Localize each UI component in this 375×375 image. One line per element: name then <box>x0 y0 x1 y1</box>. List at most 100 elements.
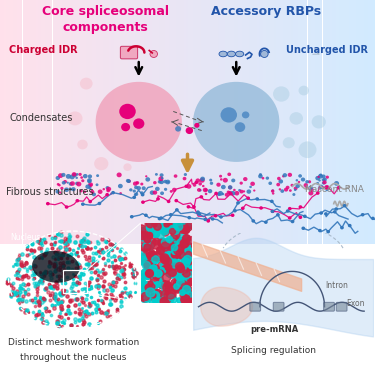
Point <box>113 279 119 285</box>
Circle shape <box>61 173 66 177</box>
Point <box>58 323 64 329</box>
Point <box>166 236 172 242</box>
Point <box>24 243 30 249</box>
Point <box>34 311 40 317</box>
Point <box>16 255 22 261</box>
Circle shape <box>239 190 244 194</box>
Point <box>43 285 49 291</box>
Point <box>179 252 185 258</box>
Circle shape <box>127 179 131 183</box>
Point <box>80 271 86 277</box>
Point <box>103 239 109 245</box>
Point <box>36 237 42 243</box>
Point <box>91 262 97 268</box>
Point <box>152 291 157 297</box>
Bar <box>272 0 274 244</box>
Circle shape <box>233 209 237 213</box>
Point <box>90 310 96 316</box>
Point <box>108 246 114 252</box>
Text: Charged IDR: Charged IDR <box>9 45 78 56</box>
Circle shape <box>233 189 236 191</box>
Point <box>52 249 58 255</box>
Circle shape <box>58 184 61 186</box>
Point <box>86 254 92 260</box>
Point <box>165 292 171 298</box>
Circle shape <box>249 186 252 188</box>
Point <box>21 262 27 268</box>
Point <box>81 239 87 245</box>
Point <box>68 297 74 303</box>
Point <box>32 283 38 289</box>
Point <box>73 251 79 257</box>
Point <box>57 238 63 244</box>
Point <box>139 273 145 279</box>
Circle shape <box>259 206 263 210</box>
Circle shape <box>286 209 290 213</box>
Point <box>36 245 42 251</box>
Circle shape <box>202 185 204 187</box>
Point <box>158 262 164 268</box>
Circle shape <box>242 111 249 118</box>
Bar <box>225 0 227 244</box>
Circle shape <box>209 178 212 182</box>
Point <box>81 285 87 291</box>
Point <box>183 236 189 242</box>
Point <box>100 278 106 284</box>
Point <box>56 322 62 328</box>
Circle shape <box>303 214 307 218</box>
Circle shape <box>60 187 63 190</box>
Point <box>73 265 79 271</box>
Point <box>18 273 24 279</box>
Point <box>173 257 179 263</box>
Point <box>163 274 169 280</box>
Point <box>39 312 45 318</box>
Point <box>30 268 36 274</box>
Point <box>173 220 179 226</box>
Point <box>49 271 55 277</box>
Circle shape <box>175 126 181 132</box>
Point <box>42 251 48 257</box>
Point <box>178 220 184 226</box>
Point <box>80 249 86 255</box>
Point <box>32 262 38 268</box>
Circle shape <box>136 182 138 184</box>
Circle shape <box>226 190 230 194</box>
Point <box>52 268 58 274</box>
Point <box>166 260 172 266</box>
Point <box>90 255 96 261</box>
Point <box>78 270 84 276</box>
Point <box>150 270 156 276</box>
Point <box>150 271 156 277</box>
Circle shape <box>316 191 320 195</box>
Bar <box>131 0 133 244</box>
Circle shape <box>81 202 85 206</box>
Point <box>94 277 100 283</box>
Bar <box>182 0 184 244</box>
Circle shape <box>184 184 188 188</box>
Bar <box>135 0 137 244</box>
Bar <box>112 0 114 244</box>
Circle shape <box>119 104 136 119</box>
Bar <box>53 0 54 244</box>
Bar <box>352 0 354 244</box>
Point <box>114 244 120 250</box>
Circle shape <box>188 216 191 219</box>
Point <box>13 261 20 267</box>
Circle shape <box>292 193 296 196</box>
Circle shape <box>75 199 79 202</box>
Point <box>110 263 116 269</box>
Point <box>145 284 151 290</box>
Circle shape <box>291 220 294 223</box>
Circle shape <box>106 187 111 191</box>
Point <box>74 323 80 329</box>
Point <box>21 273 27 279</box>
Point <box>140 277 146 283</box>
Bar <box>86 0 88 244</box>
Point <box>99 298 105 304</box>
Point <box>118 290 124 296</box>
Circle shape <box>228 191 232 195</box>
Point <box>129 270 135 276</box>
Point <box>152 256 158 262</box>
Circle shape <box>133 189 136 193</box>
Point <box>152 265 158 271</box>
